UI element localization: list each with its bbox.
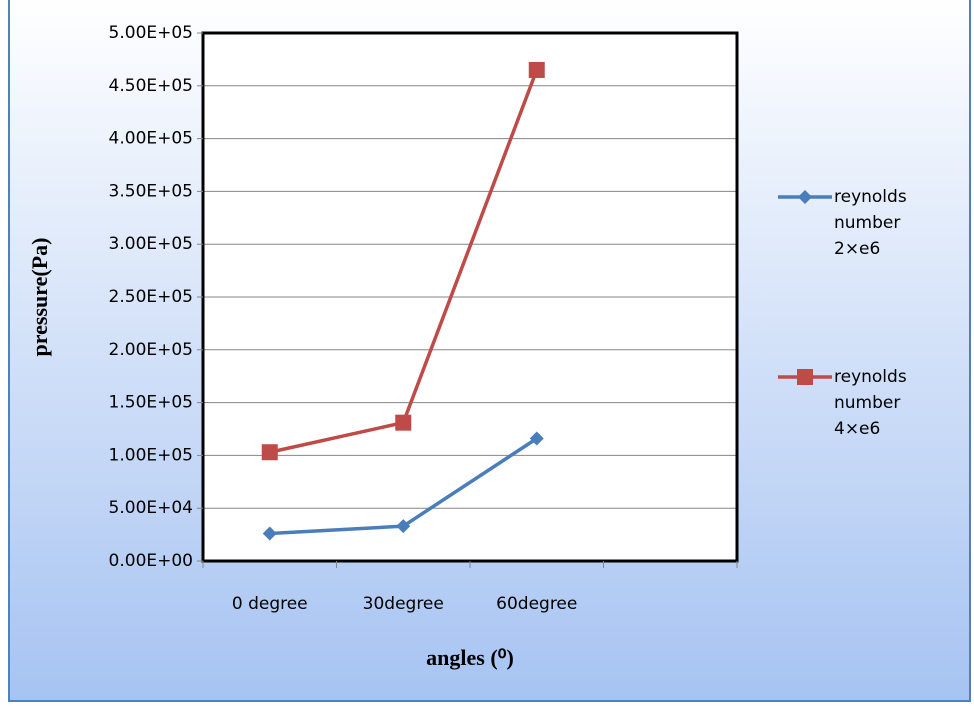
- marker: [528, 61, 545, 78]
- legend-entry: reynolds number 2×e6: [834, 187, 907, 259]
- legend-entry: reynolds number 4×e6: [834, 367, 907, 439]
- marker: [798, 190, 812, 204]
- x-axis-title: angles (⁰): [426, 645, 514, 670]
- y-axis-title: pressure(Pa): [27, 238, 52, 357]
- y-tick-label: 2.50E+05: [109, 287, 193, 307]
- x-tick-label: 60degree: [496, 594, 577, 614]
- y-tick-label: 4.50E+05: [109, 76, 193, 96]
- y-tick-label: 1.00E+05: [109, 445, 193, 465]
- y-tick-label: 0.00E+00: [109, 551, 193, 571]
- legend-label: reynolds number 2×e6: [834, 187, 907, 259]
- legend-label: reynolds number 4×e6: [834, 367, 907, 439]
- marker: [262, 526, 277, 541]
- x-tick-label: 30degree: [363, 594, 444, 614]
- y-tick-label: 3.50E+05: [109, 181, 193, 201]
- y-tick-label: 2.00E+05: [109, 340, 193, 360]
- x-tick-label: 0 degree: [232, 594, 308, 614]
- y-tick-label: 5.00E+05: [109, 23, 193, 43]
- y-tick-label: 5.00E+04: [109, 498, 193, 518]
- marker: [396, 519, 411, 534]
- y-tick-label: 1.50E+05: [109, 393, 193, 413]
- marker: [529, 431, 544, 446]
- marker: [261, 444, 278, 461]
- marker: [797, 369, 813, 385]
- marker: [395, 414, 412, 431]
- y-tick-label: 4.00E+05: [109, 129, 193, 149]
- y-tick-label: 3.00E+05: [109, 234, 193, 254]
